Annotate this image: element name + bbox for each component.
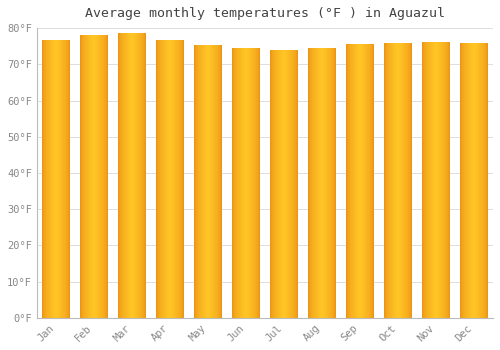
- Title: Average monthly temperatures (°F ) in Aguazul: Average monthly temperatures (°F ) in Ag…: [85, 7, 445, 20]
